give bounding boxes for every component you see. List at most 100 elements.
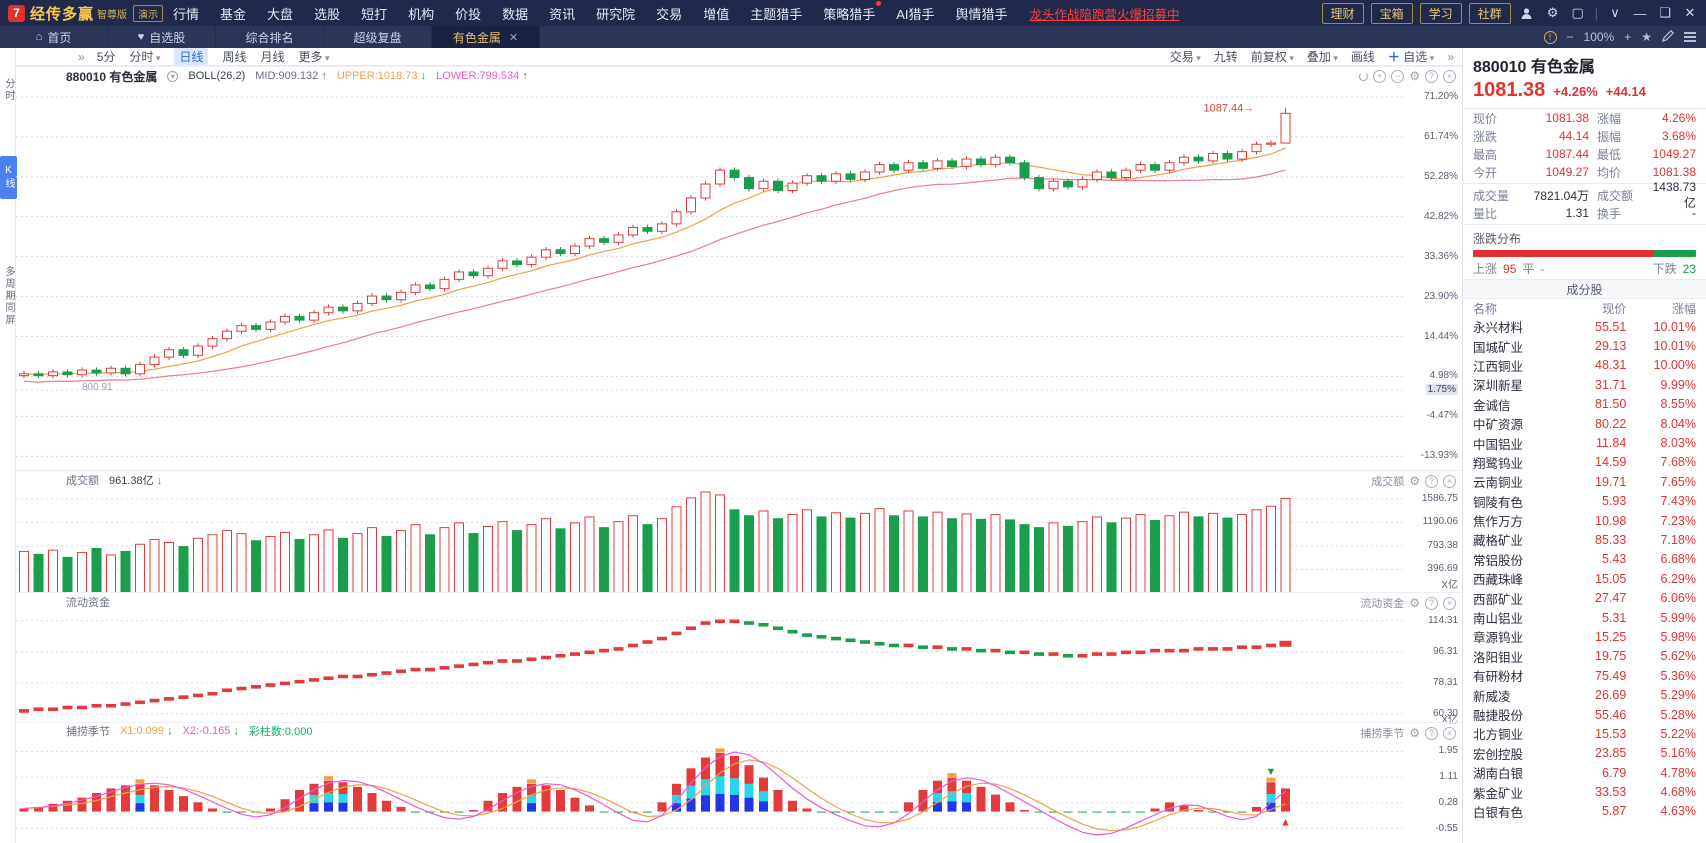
close-pane-icon[interactable]: × <box>1443 69 1456 83</box>
collapse-chevron-icon[interactable]: » <box>78 49 85 64</box>
tab-综合排名[interactable]: 综合排名 <box>216 26 324 48</box>
volume-chart[interactable] <box>16 489 1405 593</box>
table-row[interactable]: 焦作万方 10.98 7.23% <box>1463 511 1706 530</box>
rail-item-分时[interactable]: 分时 <box>3 78 14 102</box>
table-row[interactable]: 湖南白银 6.79 4.78% <box>1463 763 1706 782</box>
table-row[interactable]: 深圳新星 31.71 9.99% <box>1463 375 1706 394</box>
table-row[interactable]: 国城矿业 29.13 10.01% <box>1463 336 1706 355</box>
zoom-out-button[interactable]: − <box>1566 30 1574 44</box>
topbar-menu-item[interactable]: 数据 <box>502 6 529 22</box>
help-icon[interactable]: ? <box>1425 596 1438 610</box>
quick-button[interactable]: 学习 <box>1419 2 1462 24</box>
rail-item-多周期同屏[interactable]: 多周期同屏 <box>3 266 14 326</box>
period-月线[interactable]: 月线 <box>260 50 285 64</box>
table-row[interactable]: 金诚信 81.50 8.55% <box>1463 395 1706 414</box>
refresh-icon[interactable] <box>1359 71 1369 81</box>
indicator-name[interactable]: BOLL(26,2) <box>188 70 246 82</box>
table-row[interactable]: 中矿资源 80.22 8.04% <box>1463 414 1706 433</box>
table-row[interactable]: 洛阳钼业 19.75 5.62% <box>1463 647 1706 666</box>
quick-button[interactable]: 宝箱 <box>1370 2 1413 24</box>
close-pane-icon[interactable]: × <box>1443 596 1456 610</box>
period-周线[interactable]: 周线 <box>222 50 247 64</box>
list-layout-icon[interactable] <box>1684 30 1696 44</box>
quick-button[interactable]: 社群 <box>1468 2 1511 24</box>
table-row[interactable]: 江西铜业 48.31 10.00% <box>1463 356 1706 375</box>
gear-icon[interactable]: ⚙ <box>1409 69 1420 83</box>
quick-button[interactable]: 理财 <box>1321 2 1364 24</box>
alert-icon[interactable]: ! <box>1543 30 1557 44</box>
indicator-dropdown-icon[interactable]: ▾ <box>167 70 179 82</box>
topbar-menu-item[interactable]: 机构 <box>408 6 435 22</box>
zoom-in-button[interactable]: + <box>1624 30 1632 44</box>
topbar-menu-item[interactable]: 基金 <box>220 6 247 22</box>
tool-画线[interactable]: 画线 <box>1350 50 1375 64</box>
gear-icon[interactable]: ⚙ <box>1409 474 1420 488</box>
period-更多[interactable]: 更多 ▾ <box>298 50 330 64</box>
topbar-menu-item[interactable]: AI猎手 <box>896 6 935 22</box>
period-日线[interactable]: 日线 <box>174 48 209 65</box>
table-row[interactable]: 有研粉材 75.49 5.36% <box>1463 666 1706 685</box>
period-5分[interactable]: 5分 <box>96 50 116 64</box>
topbar-menu-item[interactable]: 策略猎手 <box>823 0 882 23</box>
tool-交易[interactable]: 交易 ▾ <box>1169 50 1201 64</box>
help-icon[interactable]: ? <box>1425 726 1438 740</box>
topbar-menu-item[interactable]: 选股 <box>314 6 341 22</box>
expand-chevron-icon[interactable]: » <box>1447 49 1454 64</box>
candlestick-chart[interactable]: 1087.44→ 800.91 <box>16 85 1405 471</box>
table-row[interactable]: 西藏珠峰 15.05 6.29% <box>1463 569 1706 588</box>
topbar-menu-item[interactable]: 舆情猎手 <box>955 6 1008 22</box>
table-row[interactable]: 章源钨业 15.25 5.98% <box>1463 627 1706 646</box>
table-row[interactable]: 北方铜业 15.53 5.22% <box>1463 724 1706 743</box>
promo-link[interactable]: 龙头作战陪跑营火爆招募中 <box>1029 7 1180 22</box>
rail-item-K线[interactable]: K线 <box>0 156 17 199</box>
close-pane-icon[interactable]: × <box>1443 474 1456 488</box>
table-row[interactable]: 铜陵有色 5.93 7.43% <box>1463 492 1706 511</box>
gear-icon[interactable]: ⚙ <box>1409 726 1420 740</box>
tool-叠加[interactable]: 叠加 ▾ <box>1306 50 1338 64</box>
tool-自选[interactable]: ＋ 自选 ▾ <box>1387 50 1435 64</box>
topbar-menu-item[interactable]: 价投 <box>455 6 482 22</box>
user-icon[interactable] <box>1520 7 1536 20</box>
tab-超级复盘[interactable]: 超级复盘 <box>324 26 432 48</box>
table-row[interactable]: 白银有色 5.87 4.63% <box>1463 802 1706 821</box>
tab-首页[interactable]: ⌂ 首页 <box>0 26 108 48</box>
table-row[interactable]: 新威凌 26.69 5.29% <box>1463 685 1706 704</box>
chevron-down-icon[interactable]: ∨ <box>1610 5 1620 20</box>
topbar-menu-item[interactable]: 资讯 <box>549 6 576 22</box>
minimize-icon[interactable]: — <box>1633 5 1647 21</box>
table-row[interactable]: 西部矿业 27.47 6.06% <box>1463 588 1706 607</box>
table-row[interactable]: 云南铜业 19.71 7.65% <box>1463 472 1706 491</box>
gear-icon[interactable]: ⚙ <box>1409 596 1420 610</box>
settings-gear-icon[interactable]: ⚙ <box>1546 5 1559 20</box>
topbar-menu-item[interactable]: 短打 <box>361 6 388 22</box>
table-row[interactable]: 融捷股份 55.46 5.28% <box>1463 705 1706 724</box>
table-row[interactable]: 中国铝业 11.84 8.03% <box>1463 433 1706 452</box>
topbar-menu-item[interactable]: 交易 <box>656 6 683 22</box>
table-row[interactable]: 常铝股份 5.43 6.68% <box>1463 550 1706 569</box>
help-icon[interactable]: ? <box>1425 69 1438 83</box>
funds-chart[interactable] <box>16 611 1405 723</box>
topbar-menu-item[interactable]: 主题猎手 <box>750 6 803 22</box>
table-row[interactable]: 藏格矿业 85.33 7.18% <box>1463 530 1706 549</box>
help-icon[interactable]: ? <box>1425 474 1438 488</box>
season-chart[interactable]: ▼▲ <box>16 739 1405 843</box>
table-row[interactable]: 永兴材料 55.51 10.01% <box>1463 317 1706 336</box>
restore-icon[interactable]: ❏ <box>1659 5 1671 20</box>
topbar-menu-item[interactable]: 增值 <box>703 6 730 22</box>
close-tab-icon[interactable]: ✕ <box>508 31 519 44</box>
topbar-menu-item[interactable]: 行情 <box>173 6 200 22</box>
zoom-out-circle-icon[interactable]: − <box>1391 69 1405 83</box>
table-row[interactable]: 南山铝业 5.31 5.99% <box>1463 608 1706 627</box>
close-window-icon[interactable]: ✕ <box>1684 5 1696 20</box>
topbar-menu-item[interactable]: 大盘 <box>267 6 294 22</box>
close-pane-icon[interactable]: × <box>1443 726 1456 740</box>
tool-前复权[interactable]: 前复权 ▾ <box>1250 50 1294 64</box>
favorite-star-icon[interactable]: ★ <box>1641 30 1652 44</box>
table-row[interactable]: 宏创控股 23.85 5.16% <box>1463 744 1706 763</box>
edit-pencil-icon[interactable] <box>1662 29 1675 45</box>
tab-有色金属[interactable]: 有色金属 ✕ <box>432 26 540 48</box>
layout-icon[interactable]: ▢ <box>1571 5 1584 20</box>
table-row[interactable]: 紫金矿业 33.53 4.68% <box>1463 782 1706 801</box>
period-分时[interactable]: 分时 ▾ <box>129 50 161 64</box>
tool-九转[interactable]: 九转 <box>1213 50 1238 64</box>
